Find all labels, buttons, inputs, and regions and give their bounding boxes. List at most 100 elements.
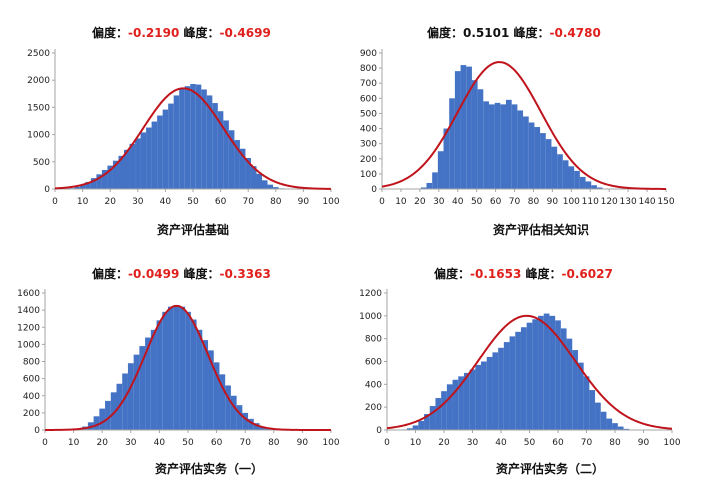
histogram-bar [213,362,220,430]
skew-label: 偏度： [427,26,464,40]
histogram-bar [466,66,472,189]
histogram-bar [406,428,413,430]
histogram-bar [498,347,504,430]
histogram-bar [494,102,501,189]
histogram-bar [426,182,433,189]
histogram-bar [441,391,447,430]
x-tick-label: 70 [509,197,521,207]
histogram-bar [577,362,584,430]
histogram-bar [173,304,180,430]
x-axis-label: 资产评估相关知识 [493,223,590,237]
x-tick-label: 10 [395,197,407,207]
skew-value: -0.2190 [128,26,180,40]
histogram-bar [551,146,558,189]
histogram-bar [99,408,106,430]
y-tick-label: 1000 [27,131,50,141]
histogram-bar [124,149,130,189]
x-tick-label: 90 [297,438,309,448]
histogram-bar [446,384,453,430]
y-tick-label: 1000 [17,340,40,350]
histogram-bar [190,84,196,189]
x-tick-label: 10 [410,438,422,448]
histogram-bar [443,128,450,189]
histogram-bar [234,140,240,189]
chart-panel-1: 偏度：-0.2190 峰度：-0.4699 0 500 1000 1500 2000 25… [0,0,350,242]
kurt-label: 峰度： [183,267,220,281]
histogram-bar [93,416,100,430]
histogram-bar [79,184,86,189]
x-tick-label: 10 [77,197,89,207]
y-tick-label: 400 [365,380,382,390]
y-tick-label: 200 [360,155,377,165]
histogram-bar [219,374,226,430]
histogram-bar [173,95,180,189]
x-axis-label: 资产评估基础 [157,223,230,237]
histogram-bar [225,385,231,430]
histogram-bar [481,361,487,430]
histogram-bar [543,313,550,430]
y-tick-label: 700 [360,79,377,89]
y-tick-label: 1000 [359,312,382,322]
x-tick-label: 100 [322,197,339,207]
x-tick-label: 130 [620,197,637,207]
x-axis-label: 资产评估实务（二） [496,462,605,476]
histogram-bar [555,320,561,430]
x-axis-label: 资产评估实务（一） [155,462,264,476]
chart-panel-4: 偏度：-0.1653 峰度：-0.6027 0 200 400 600 800 1000 1… [350,242,701,485]
histogram-bar [589,390,596,430]
kurt-value: -0.4699 [219,26,271,40]
kurt-value: -0.6027 [561,267,613,281]
stats-line: 偏度：-0.1653 峰度：-0.6027 [434,265,613,282]
histogram-bar [133,354,140,430]
histogram-bar [591,185,597,189]
x-tick-label: 40 [495,438,507,448]
histogram-bar [506,99,512,189]
kurt-label: 峰度： [525,267,562,281]
histogram-bar [583,376,590,430]
histogram-bar [488,104,495,189]
histogram-bar [185,311,191,430]
histogram-bar [157,115,163,189]
x-tick-label: 0 [52,197,58,207]
histogram-bar [85,181,91,189]
histogram-bar [574,170,580,189]
y-tick-label: 500 [33,158,50,168]
histogram-bar [579,176,586,189]
x-tick-label: 40 [160,197,172,207]
y-tick-label: 500 [360,109,377,119]
histogram-bar [74,186,80,189]
histogram-bar [242,412,249,431]
histogram-bar [538,315,544,430]
x-tick-label: 150 [657,197,674,207]
histogram-bar [483,101,489,189]
histogram-bar [562,160,569,189]
x-tick-label: 100 [322,438,339,448]
kurt-label: 峰度： [513,26,550,40]
y-tick-label: 800 [23,358,40,368]
x-tick-label: 50 [471,197,483,207]
histogram-bar [517,110,524,189]
histogram-bar [435,398,442,430]
histogram-bar [112,160,119,189]
histogram-bar [110,392,117,430]
histogram-bar [96,174,102,189]
kurt-label: 峰度： [183,26,220,40]
histogram-bar [424,414,430,430]
normal-curve [54,87,332,190]
x-tick-label: 60 [211,438,223,448]
histogram-chart: 0 500 1000 1500 2000 2500 0 10 20 30 40 50 60 70 80 90 1… [27,49,340,207]
histogram-bar [595,402,601,430]
histogram-bar [469,369,476,430]
y-tick-label: 0 [44,185,50,195]
histogram-bar [139,346,146,430]
y-tick-label: 900 [360,49,377,59]
y-tick-label: 300 [360,140,377,150]
histogram-bar [208,350,214,430]
x-tick-label: 40 [154,438,166,448]
histogram-bar [267,184,274,189]
histogram-bar [239,148,246,189]
y-tick-label: 1200 [359,289,382,299]
histogram-bar [253,423,260,430]
kurt-value: -0.4780 [549,26,601,40]
histogram-bar [262,180,268,189]
